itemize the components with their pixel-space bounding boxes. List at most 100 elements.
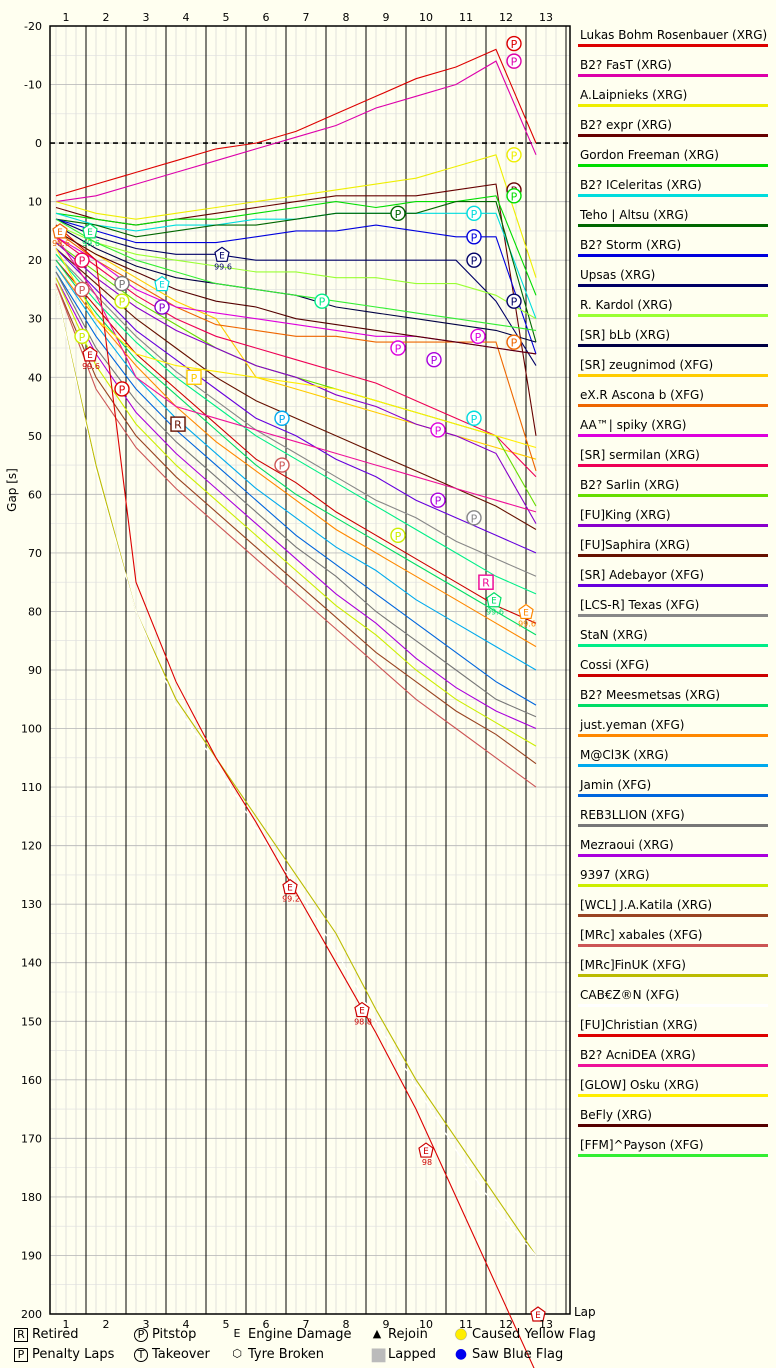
- legend-driver-name: Mezraoui (XRG): [580, 838, 674, 852]
- y-tick-label: -10: [24, 79, 42, 92]
- series-line-31: [55, 283, 537, 788]
- engine-damage-value: 99.6: [82, 239, 100, 248]
- engine-damage-value: 99.6: [82, 362, 100, 371]
- pitstop-marker-letter: P: [471, 231, 478, 244]
- pitstop-marker-letter: P: [119, 278, 126, 291]
- legend-item: [FFM]^Payson (XFG): [578, 1136, 768, 1166]
- legend-item: 9397 (XRG): [578, 866, 768, 896]
- key-label: Retired: [32, 1327, 79, 1342]
- legend-driver-name: Upsas (XRG): [580, 268, 656, 282]
- pitstop-marker: [390, 205, 406, 222]
- y-tick-label: 60: [28, 488, 42, 501]
- legend-color-swatch: [578, 914, 768, 917]
- key-item: P Pitstop: [134, 1327, 196, 1342]
- retired-symbol: R: [14, 1327, 28, 1342]
- series-line-34: [55, 224, 535, 1368]
- legend-item: StaN (XRG): [578, 626, 768, 656]
- legend-item: Teho | Altsu (XRG): [578, 206, 768, 236]
- engine-damage-symbol: E: [233, 1326, 241, 1340]
- legend-color-swatch: [578, 794, 768, 797]
- legend-driver-name: REB3LLION (XFG): [580, 808, 685, 822]
- legend-driver-name: R. Kardol (XRG): [580, 298, 673, 312]
- key-label: Pitstop: [152, 1327, 197, 1342]
- x-tick-label-bottom: 6: [263, 1318, 270, 1331]
- pitstop-marker: [466, 410, 482, 426]
- pitstop-marker: [274, 457, 290, 473]
- legend-item: B2? AcniDEA (XRG): [578, 1046, 768, 1076]
- legend-item: AA™| spiky (XRG): [578, 416, 768, 446]
- legend-driver-name: [MRc] xabales (XFG): [580, 928, 703, 942]
- pitstop-marker-letter: P: [279, 413, 286, 426]
- legend-color-swatch: [578, 974, 768, 977]
- penalty-marker: [186, 369, 202, 385]
- pitstop-marker: [314, 293, 330, 309]
- engine-damage-marker-letter: E: [287, 884, 293, 894]
- engine-damage-value: 99.2: [282, 895, 300, 904]
- legend-driver-name: [SR] zeugnimod (XFG): [580, 358, 714, 372]
- x-tick-label-bottom: 2: [103, 1318, 110, 1331]
- legend-driver-name: just.yeman (XFG): [580, 718, 685, 732]
- x-tick-label-top: 6: [263, 11, 270, 24]
- engine-damage-marker: [354, 1001, 370, 1018]
- legend-color-swatch: [578, 344, 768, 347]
- key-item: E Engine Damage: [230, 1327, 352, 1342]
- engine-damage-value: 99.6: [518, 619, 536, 628]
- y-tick-label: 150: [21, 1015, 42, 1028]
- y-tick-label: 120: [21, 840, 42, 853]
- key-label: Takeover: [152, 1347, 210, 1362]
- legend-color-swatch: [578, 824, 768, 827]
- y-tick-label: 70: [28, 547, 42, 560]
- pitstop-marker-letter: P: [79, 331, 86, 344]
- pitstop-symbol: P: [134, 1327, 148, 1342]
- lapped-symbol: ■: [370, 1343, 388, 1365]
- pitstop-marker: [430, 422, 446, 438]
- pitstop-marker-letter: P: [471, 413, 478, 426]
- legend-color-swatch: [578, 524, 768, 527]
- marker-key: R Retired P Pitstop E Engine Damage ▲ Rejoin ● Ca…: [14, 1327, 774, 1367]
- pitstop-marker-letter: P: [319, 296, 326, 309]
- pitstop-marker: [466, 205, 482, 222]
- takeover-symbol: T: [134, 1347, 148, 1362]
- engine-damage-marker-letter: E: [219, 251, 225, 261]
- series-line-28: [55, 277, 537, 730]
- series-line-20: [55, 253, 537, 577]
- x-tick-label-top: 2: [103, 11, 110, 24]
- legend-color-swatch: [578, 854, 768, 857]
- legend-color-swatch: [578, 1034, 768, 1037]
- engine-damage-marker: [518, 603, 534, 620]
- pitstop-marker-letter: P: [279, 460, 286, 473]
- y-tick-label: 190: [21, 1249, 42, 1262]
- y-tick-label: 0: [35, 137, 42, 150]
- pitstop-marker-letter: P: [119, 296, 126, 309]
- chart-series: [55, 48, 537, 1368]
- pitstop-marker: [506, 188, 522, 204]
- y-tick-label: 110: [21, 781, 42, 794]
- legend-item: B2? FasT (XRG): [578, 56, 768, 86]
- legend-item: [LCS-R] Texas (XFG): [578, 596, 768, 626]
- x-tick-label-top: 8: [343, 11, 350, 24]
- legend-color-swatch: [578, 554, 768, 557]
- plot-frame: [49, 25, 571, 1315]
- series-line-30: [55, 283, 537, 765]
- x-tick-label-top: 10: [419, 11, 433, 24]
- legend-item: [WCL] J.A.Katila (XRG): [578, 896, 768, 926]
- engine-damage-marker-letter: E: [359, 1007, 365, 1017]
- legend-driver-name: AA™| spiky (XRG): [580, 418, 687, 432]
- pitstop-marker: [390, 340, 406, 356]
- engine-damage-marker-letter: E: [159, 281, 165, 291]
- series-line-17: [55, 242, 537, 524]
- key-label: Saw Blue Flag: [472, 1347, 564, 1362]
- series-line-36: [55, 248, 537, 449]
- penalty-marker-letter: P: [191, 372, 198, 385]
- x-tick-label-bottom: 9: [383, 1318, 390, 1331]
- legend-item: A.Laipnieks (XRG): [578, 86, 768, 116]
- legend-color-swatch: [578, 1004, 768, 1007]
- pitstop-marker: [74, 328, 90, 344]
- engine-damage-marker: [486, 592, 502, 608]
- pitstop-marker-letter: P: [511, 149, 518, 162]
- legend-item: BeFly (XRG): [578, 1106, 768, 1136]
- series-line-26: [55, 271, 537, 706]
- rejoin-symbol: ▲: [372, 1326, 382, 1340]
- engine-damage-value: 99.6: [486, 608, 504, 617]
- legend-color-swatch: [578, 404, 768, 407]
